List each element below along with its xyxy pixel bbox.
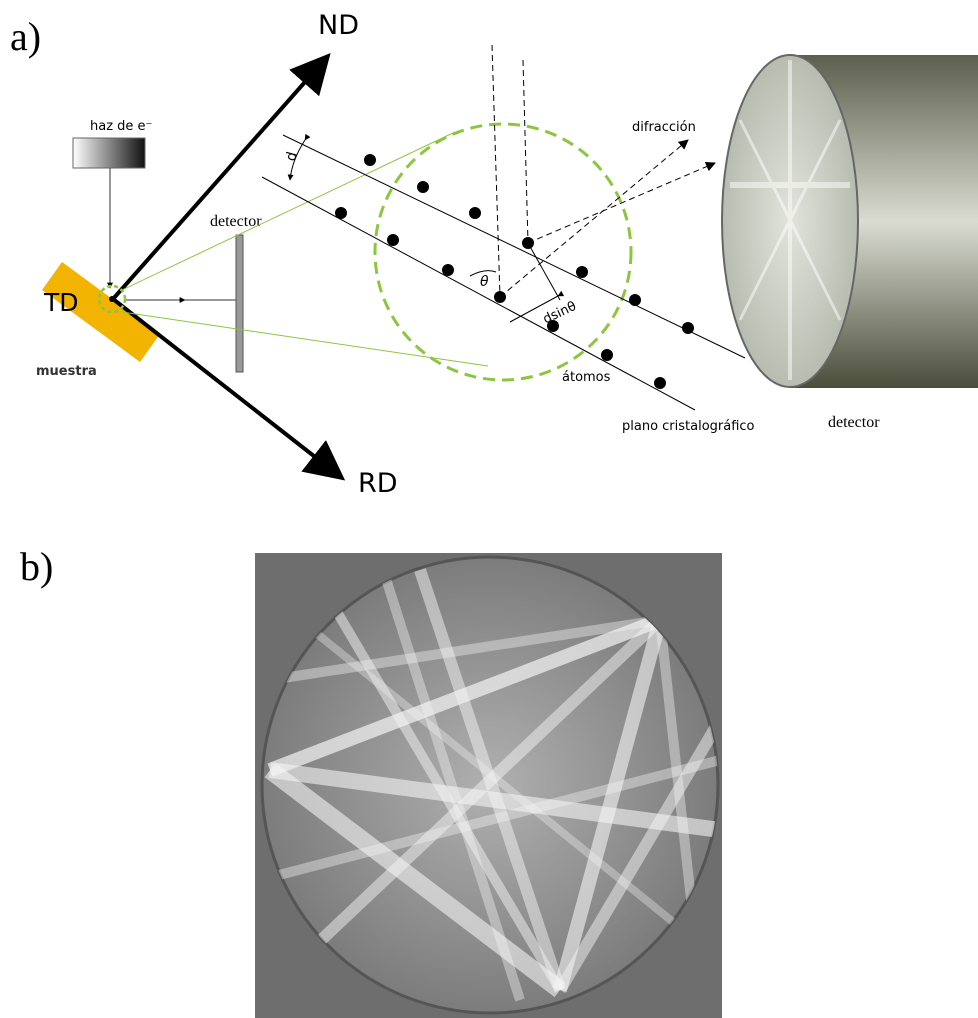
diffracted-ray (528, 163, 715, 243)
diffraction-label: difracción (632, 120, 696, 135)
lattice-plane (283, 135, 745, 358)
path-difference-label: dsinθ (541, 299, 579, 327)
incident-ray (492, 45, 500, 297)
detector-plate (236, 235, 243, 372)
beam-source (73, 138, 145, 168)
atoms (335, 154, 694, 389)
rd-axis (113, 299, 342, 478)
plane-label: plano cristalográfico (622, 419, 755, 434)
figure: a) TD muestra ND RD haz de e⁻ detector d… (0, 0, 978, 1018)
panel-label: a) (10, 14, 41, 59)
zoom-circle-large (375, 124, 631, 380)
detector-label: detector (828, 414, 880, 431)
rd-label: RD (358, 468, 398, 499)
atoms-label: átomos (562, 370, 611, 385)
nd-label: ND (318, 10, 359, 41)
nd-axis (113, 56, 328, 299)
spot (109, 296, 115, 302)
sample-label: muestra (36, 364, 97, 379)
td-label: TD (43, 288, 79, 317)
angle-label: θ (480, 274, 489, 290)
panel-label: b) (20, 544, 53, 589)
beam-label: haz de e⁻ (90, 119, 152, 134)
incident-ray (523, 60, 528, 243)
